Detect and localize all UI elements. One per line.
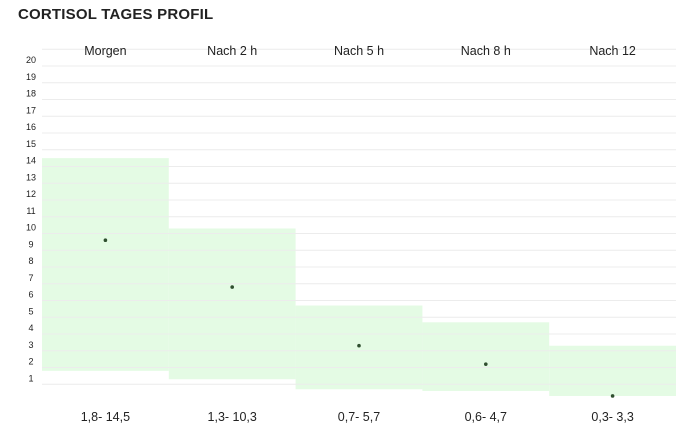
value-point-5 (610, 394, 615, 398)
y-tick-label: 12 (26, 189, 36, 199)
y-tick-label: 7 (28, 273, 33, 283)
y-tick-label: 3 (28, 340, 33, 350)
value-point-3 (357, 343, 361, 348)
y-tick-label: 18 (26, 89, 36, 99)
column-header: Nach 12 (589, 44, 636, 58)
range-band-4 (422, 322, 550, 391)
y-tick-label: 1 (28, 373, 33, 383)
y-tick-label: 5 (28, 306, 33, 316)
range-label: 1,8- 14,5 (81, 410, 130, 424)
y-tick-label: 13 (26, 172, 36, 182)
y-tick-label: 10 (26, 223, 36, 233)
y-tick-label: 14 (26, 156, 36, 166)
grid-lines (42, 48, 676, 385)
value-point-4 (484, 362, 488, 366)
y-tick-label: 20 (26, 55, 36, 65)
range-band-5 (549, 345, 676, 396)
y-tick-label: 2 (28, 357, 33, 367)
y-tick-label: 4 (28, 323, 33, 333)
y-tick-label: 6 (28, 290, 33, 300)
y-tick-label: 19 (26, 72, 36, 82)
value-point-2 (230, 285, 234, 289)
range-labels: 1,8- 14,5 1,3- 10,3 0,7- 5,7 0,6- 4,7 0,3- 3… (81, 410, 634, 424)
column-header: Nach 2 h (207, 44, 257, 58)
range-label: 0,6- 4,7 (465, 410, 507, 424)
range-band-1 (42, 158, 169, 371)
y-tick-label: 16 (26, 122, 36, 132)
column-header: Nach 8 h (461, 44, 511, 58)
range-label: 1,3- 10,3 (208, 410, 257, 424)
column-header: Morgen (84, 44, 126, 58)
range-label: 0,7- 5,7 (338, 410, 380, 424)
range-label: 0,3- 3,3 (591, 410, 633, 424)
y-tick-label: 11 (26, 206, 35, 216)
range-band-2 (168, 228, 296, 380)
y-tick-label: 17 (26, 105, 36, 115)
value-point-1 (103, 238, 108, 242)
y-tick-label: 8 (28, 256, 33, 266)
column-headers: Morgen Nach 2 h Nach 5 h Nach 8 h Nach 12 (84, 44, 636, 58)
range-bands (42, 158, 676, 396)
column-header: Nach 5 h (334, 44, 384, 58)
value-points (103, 238, 615, 398)
y-tick-label: 9 (28, 239, 33, 249)
chart-title: CORTISOL TAGES PROFIL (18, 6, 214, 23)
y-tick-label: 15 (26, 139, 36, 149)
